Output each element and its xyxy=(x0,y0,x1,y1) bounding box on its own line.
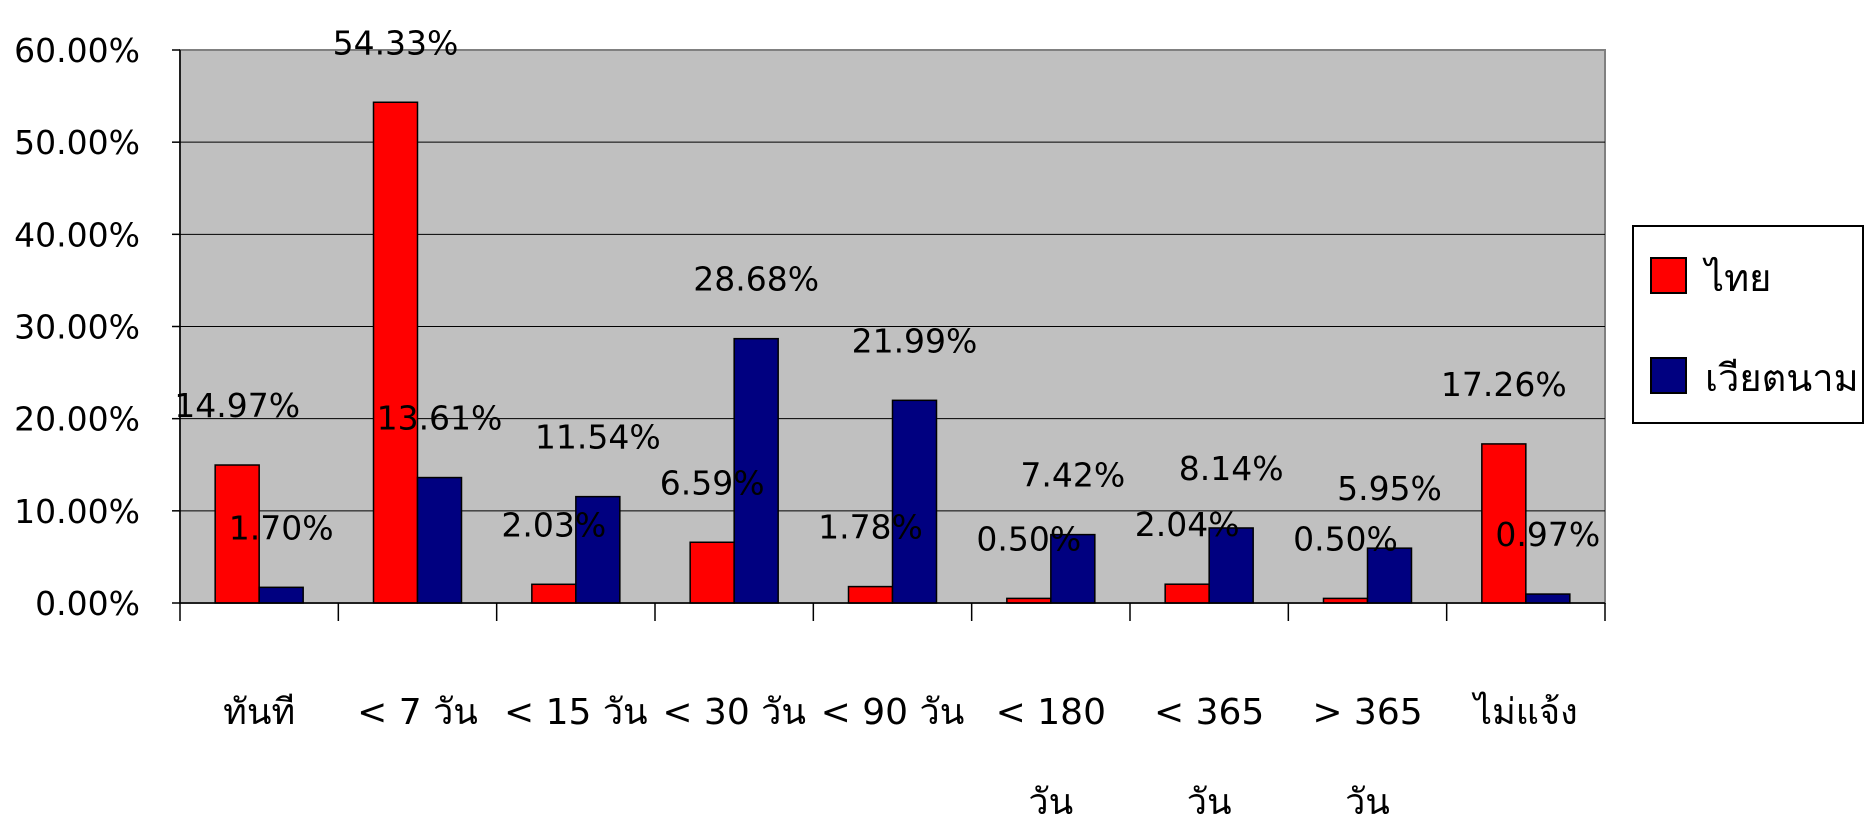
x-tick-label: < 365 xyxy=(1154,692,1264,733)
x-tick-label: วัน xyxy=(1345,782,1390,818)
y-tick-label: 50.00% xyxy=(14,123,140,162)
x-tick-label: ไม่แจ้ง xyxy=(1471,691,1578,733)
x-tick-label: < 90 วัน xyxy=(821,692,965,733)
x-tick-label: < 7 วัน xyxy=(357,692,478,733)
legend-swatch-thai xyxy=(1650,257,1687,294)
data-label: 11.54% xyxy=(535,418,661,457)
data-label: 2.04% xyxy=(1135,505,1240,544)
data-label: 28.68% xyxy=(693,260,819,299)
x-tick-label: > 365 xyxy=(1312,692,1422,733)
x-tick-label: < 180 xyxy=(996,692,1106,733)
data-labels: 14.97% 54.33% 2.03% 6.59% 1.78% 0.50% 2.04% 0.5… xyxy=(174,23,1600,558)
legend-label-vietnam: เวียตนาม xyxy=(1705,356,1859,400)
data-label: 0.50% xyxy=(1293,519,1398,558)
x-tick-label: วัน xyxy=(1187,782,1232,818)
x-tick-label: < 30 วัน xyxy=(662,692,806,733)
bar-vietnam xyxy=(1050,533,1096,604)
bar-vietnam xyxy=(1208,527,1254,604)
bar-vietnam xyxy=(258,586,304,604)
bars xyxy=(214,101,1571,604)
data-label: 0.50% xyxy=(976,519,1081,558)
data-label: 1.78% xyxy=(818,508,923,547)
bar-vietnam xyxy=(1366,547,1413,604)
bar-thai xyxy=(689,541,735,604)
y-tick-label: 0.00% xyxy=(35,584,140,623)
x-tick-label: วัน xyxy=(1028,782,1073,818)
bar-vietnam xyxy=(416,476,463,604)
bar-thai xyxy=(1164,583,1210,604)
legend: ไทย เวียตนาม xyxy=(1632,225,1864,424)
y-tick-label: 20.00% xyxy=(14,400,140,439)
x-tick-label: < 15 วัน xyxy=(504,692,648,733)
y-tick-label: 40.00% xyxy=(14,215,140,254)
bar-vietnam xyxy=(733,337,779,604)
bar-vietnam xyxy=(1525,593,1571,604)
x-axis-ticks: ทันที < 7 วัน < 15 วัน < 30 วัน < 90 วัน < 18… xyxy=(179,603,1606,818)
data-label: 8.14% xyxy=(1179,449,1284,488)
legend-label-thai: ไทย xyxy=(1702,256,1771,300)
bar-thai xyxy=(372,101,419,604)
y-tick-label: 10.00% xyxy=(14,492,140,531)
data-label: 54.33% xyxy=(333,23,459,62)
bar-vietnam xyxy=(891,399,938,604)
data-label: 17.26% xyxy=(1441,365,1567,404)
x-tick-label: ทันที xyxy=(223,692,295,733)
data-label: 13.61% xyxy=(377,399,503,438)
data-label: 21.99% xyxy=(852,321,978,360)
data-label: 7.42% xyxy=(1020,456,1125,495)
bar-thai xyxy=(847,585,894,604)
y-axis-ticks: 0.00% 10.00% 20.00% 30.00% 40.00% 50.00% 60.00… xyxy=(14,31,180,623)
data-label: 6.59% xyxy=(660,463,765,502)
bar-thai xyxy=(531,583,577,604)
data-label: 2.03% xyxy=(501,505,606,544)
data-label: 0.97% xyxy=(1495,515,1600,554)
data-label: 5.95% xyxy=(1337,469,1442,508)
data-label: 14.97% xyxy=(174,386,300,425)
y-tick-label: 60.00% xyxy=(14,31,140,70)
data-label: 1.70% xyxy=(229,508,334,547)
y-tick-label: 30.00% xyxy=(14,308,140,347)
legend-swatch-vietnam xyxy=(1650,357,1687,394)
